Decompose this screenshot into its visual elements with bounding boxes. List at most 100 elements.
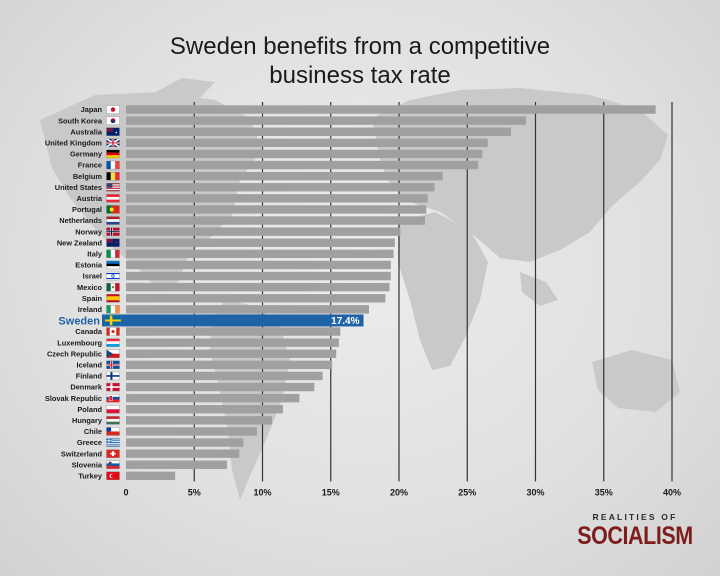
category-label: Netherlands [59,216,102,225]
estonia-flag-icon [106,260,120,270]
chart-title-line-2: business tax rate [269,62,451,89]
bar-finland [126,371,323,381]
category-label: Israel [83,272,102,281]
bar-israel [126,271,391,281]
brand-logo: REALITIES OF SOCIALISM [560,512,710,550]
bar-chile [126,427,258,436]
austria-flag-icon [106,194,120,203]
category-label: New Zealand [57,238,103,247]
category-label: Portugal [72,205,102,214]
japan-flag-icon [106,105,120,114]
bar-slovenia [126,460,228,469]
bar-luxembourg [126,338,339,347]
category-label: Hungary [72,416,103,425]
bar-mexico [126,282,390,292]
category-label: Luxembourg [57,338,102,347]
category-labels: Japan South Korea Australia United Kingdom G… [45,105,103,480]
x-tick-label: 30% [526,487,544,497]
category-label: Ireland [78,305,103,314]
denmark-flag-icon [106,382,120,392]
bar-netherlands [126,216,425,225]
bar-estonia [126,260,391,270]
france-flag-icon [106,160,120,170]
poland-flag-icon [106,405,120,414]
bar-japan [126,105,656,114]
category-label: Canada [75,327,103,336]
category-label: Japan [81,105,103,114]
bar-italy [126,249,394,259]
bar-australia [126,127,511,136]
x-tick-label: 25% [458,487,476,497]
chart-title-line-1: Sweden benefits from a competitive [169,33,551,60]
bar-canada [126,327,341,336]
australia-flag-icon [106,127,120,136]
category-label: Slovenia [72,460,103,469]
bar-germany [126,149,483,159]
south-korea-flag-icon [106,116,120,125]
highlight-value-label: 17.4% [331,316,359,327]
category-label: Chile [84,427,102,436]
uk-flag-icon [106,138,120,148]
brand-tagline: REALITIES OF [592,512,678,522]
x-tick-label: 10% [253,487,271,497]
bar-hungary [126,416,273,425]
bar-slovak-republic [126,393,300,403]
spain-flag-icon [106,294,120,303]
bar-highlight-sweden [102,314,364,327]
bar-poland [126,405,283,414]
category-label: Australia [70,127,103,136]
category-label: Austria [77,194,103,203]
category-label: Italy [87,249,103,258]
bar-iceland [126,360,333,370]
category-label: Norway [75,227,103,236]
x-tick-label: 0 [123,487,128,497]
category-label: Finland [76,372,103,381]
category-label: Spain [82,294,103,303]
category-label: Mexico [77,283,103,292]
category-label: Sweden [58,315,100,327]
germany-flag-icon [106,149,120,159]
bar-norway [126,227,401,236]
switzerland-flag-icon [106,449,120,458]
category-label: Germany [70,150,103,159]
bar-denmark [126,382,315,392]
ireland-flag-icon [106,305,120,314]
category-label: Poland [77,405,102,414]
canada-flag-icon [106,327,120,336]
category-label: Switzerland [61,449,103,458]
chart-title: Sweden benefits from a competitive busin… [0,32,720,90]
iceland-flag-icon [106,360,120,370]
category-label: Slovak Republic [45,394,102,403]
x-tick-label: 15% [322,487,340,497]
category-label: Czech Republic [47,349,102,358]
bar-france [126,160,479,170]
bar-czech-republic [126,349,337,358]
bar-south-korea [126,116,526,125]
slovakia-flag-icon [106,393,120,403]
netherlands-flag-icon [106,216,120,225]
bar-greece [126,438,244,447]
czech-flag-icon [106,349,120,358]
category-label: Belgium [73,172,103,181]
greece-flag-icon [106,438,120,447]
category-label: Estonia [75,261,103,270]
norway-flag-icon [106,227,120,236]
bar-united-kingdom [126,138,488,148]
category-label: South Korea [58,116,103,125]
bar-belgium [126,171,443,181]
bar-portugal [126,205,427,214]
slovenia-flag-icon [106,460,120,469]
x-tick-label: 40% [663,487,681,497]
x-tick-label: 35% [595,487,613,497]
mexico-flag-icon [106,282,120,292]
bars: 17.4% [102,105,656,481]
category-label: Greece [77,438,102,447]
bar-united-states [126,183,435,192]
luxembourg-flag-icon [106,338,120,347]
turkey-flag-icon [106,471,120,481]
israel-flag-icon [106,271,120,281]
bar-new-zealand [126,238,395,247]
usa-flag-icon [106,183,120,192]
